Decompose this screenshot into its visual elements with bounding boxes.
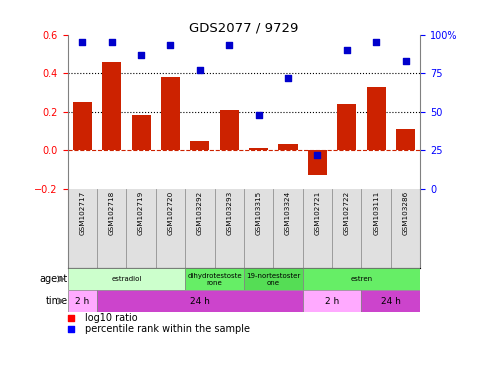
Text: dihydrotestoste
rone: dihydrotestoste rone <box>187 273 242 286</box>
Text: 19-nortestoster
one: 19-nortestoster one <box>246 273 300 286</box>
Bar <box>361 189 391 268</box>
Bar <box>361 290 420 312</box>
Text: GSM102721: GSM102721 <box>314 191 320 235</box>
Bar <box>244 268 303 290</box>
Bar <box>273 189 303 268</box>
Text: 24 h: 24 h <box>190 296 210 306</box>
Text: GSM102718: GSM102718 <box>109 191 114 235</box>
Text: GSM102717: GSM102717 <box>79 191 85 235</box>
Text: GSM103286: GSM103286 <box>402 191 409 235</box>
Bar <box>161 77 180 150</box>
Point <box>78 39 86 45</box>
Text: log10 ratio: log10 ratio <box>85 313 138 323</box>
Text: estradiol: estradiol <box>111 276 142 282</box>
Text: 2 h: 2 h <box>75 296 89 306</box>
Bar <box>332 189 361 268</box>
Bar <box>68 290 97 312</box>
Bar <box>73 102 92 150</box>
Bar <box>185 268 244 290</box>
Text: agent: agent <box>40 274 68 284</box>
Bar <box>68 268 185 290</box>
Bar <box>249 148 268 150</box>
Bar <box>303 189 332 268</box>
Text: GSM103111: GSM103111 <box>373 191 379 235</box>
Bar <box>190 141 210 150</box>
Bar <box>220 110 239 150</box>
Bar <box>278 144 298 150</box>
Text: estren: estren <box>350 276 372 282</box>
Bar <box>303 290 361 312</box>
Bar <box>97 189 127 268</box>
Bar <box>214 189 244 268</box>
Point <box>196 67 204 73</box>
Point <box>313 152 321 158</box>
Bar <box>244 189 273 268</box>
Text: GSM103315: GSM103315 <box>256 191 262 235</box>
Point <box>343 47 351 53</box>
Point <box>67 314 75 321</box>
Bar <box>102 61 121 150</box>
Point <box>402 58 410 64</box>
Bar <box>131 116 151 150</box>
Bar <box>396 129 415 150</box>
Bar <box>337 104 356 150</box>
Point <box>284 74 292 81</box>
Bar <box>97 290 303 312</box>
Point <box>108 39 115 45</box>
Bar <box>127 189 156 268</box>
Point <box>372 39 380 45</box>
Text: GSM103324: GSM103324 <box>285 191 291 235</box>
Text: GSM103292: GSM103292 <box>197 191 203 235</box>
Text: GSM102720: GSM102720 <box>168 191 173 235</box>
Text: GSM103293: GSM103293 <box>226 191 232 235</box>
Point <box>67 326 75 332</box>
Bar <box>303 268 420 290</box>
Text: 24 h: 24 h <box>381 296 401 306</box>
Bar <box>185 189 214 268</box>
Bar <box>156 189 185 268</box>
Text: 2 h: 2 h <box>325 296 339 306</box>
Bar <box>68 189 97 268</box>
Point <box>226 42 233 48</box>
Point <box>167 42 174 48</box>
Text: time: time <box>45 296 68 306</box>
Point <box>255 112 262 118</box>
Bar <box>367 86 386 150</box>
Title: GDS2077 / 9729: GDS2077 / 9729 <box>189 22 298 35</box>
Point <box>137 51 145 58</box>
Text: GSM102722: GSM102722 <box>344 191 350 235</box>
Bar <box>308 150 327 175</box>
Text: percentile rank within the sample: percentile rank within the sample <box>85 324 250 334</box>
Bar <box>391 189 420 268</box>
Text: GSM102719: GSM102719 <box>138 191 144 235</box>
